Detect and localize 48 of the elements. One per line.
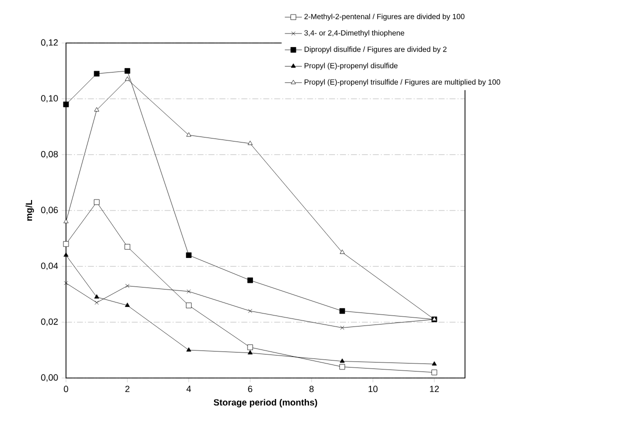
point — [186, 252, 192, 258]
point — [124, 244, 130, 250]
x-tick-label: 8 — [309, 386, 314, 392]
point — [248, 140, 253, 145]
point — [340, 358, 345, 363]
point — [125, 284, 130, 288]
point — [432, 361, 437, 366]
x-tick-label: 10 — [368, 386, 378, 392]
x-tick-label: 6 — [248, 386, 252, 392]
point — [186, 289, 191, 294]
y-tick-label: 0,08 — [41, 150, 58, 158]
x-axis-title: Storage period (months) — [214, 398, 318, 408]
point — [63, 102, 69, 108]
point — [94, 107, 100, 112]
point — [94, 70, 100, 76]
point — [64, 252, 68, 257]
point — [247, 344, 253, 350]
point — [64, 281, 68, 286]
point — [64, 218, 68, 224]
y-tick-label: 0,06 — [41, 206, 58, 214]
point — [186, 132, 192, 137]
point — [432, 370, 438, 376]
point — [340, 326, 344, 330]
point — [94, 294, 100, 299]
point — [248, 350, 253, 354]
point — [124, 68, 130, 74]
point — [124, 302, 130, 307]
x-tick-label: 4 — [186, 386, 191, 392]
y-tick-label: 0,02 — [41, 318, 58, 326]
x-tick-label: 2 — [125, 386, 130, 392]
point — [248, 308, 252, 314]
point — [186, 302, 192, 308]
x-tick-label: 12 — [430, 386, 439, 392]
point — [94, 300, 99, 305]
point — [186, 347, 192, 352]
point — [339, 364, 346, 370]
y-tick-label: 0,10 — [41, 95, 58, 103]
y-axis-title: mg/L — [26, 200, 34, 221]
point — [339, 308, 346, 314]
point — [124, 76, 130, 81]
y-tick-label: 0,12 — [41, 39, 58, 47]
point — [340, 250, 345, 254]
x-tick-label: 0 — [64, 386, 68, 392]
point — [94, 199, 100, 205]
y-tick-label: 0,04 — [41, 262, 58, 270]
point — [63, 241, 69, 247]
point — [247, 278, 253, 284]
y-tick-label: 0,00 — [41, 374, 58, 382]
